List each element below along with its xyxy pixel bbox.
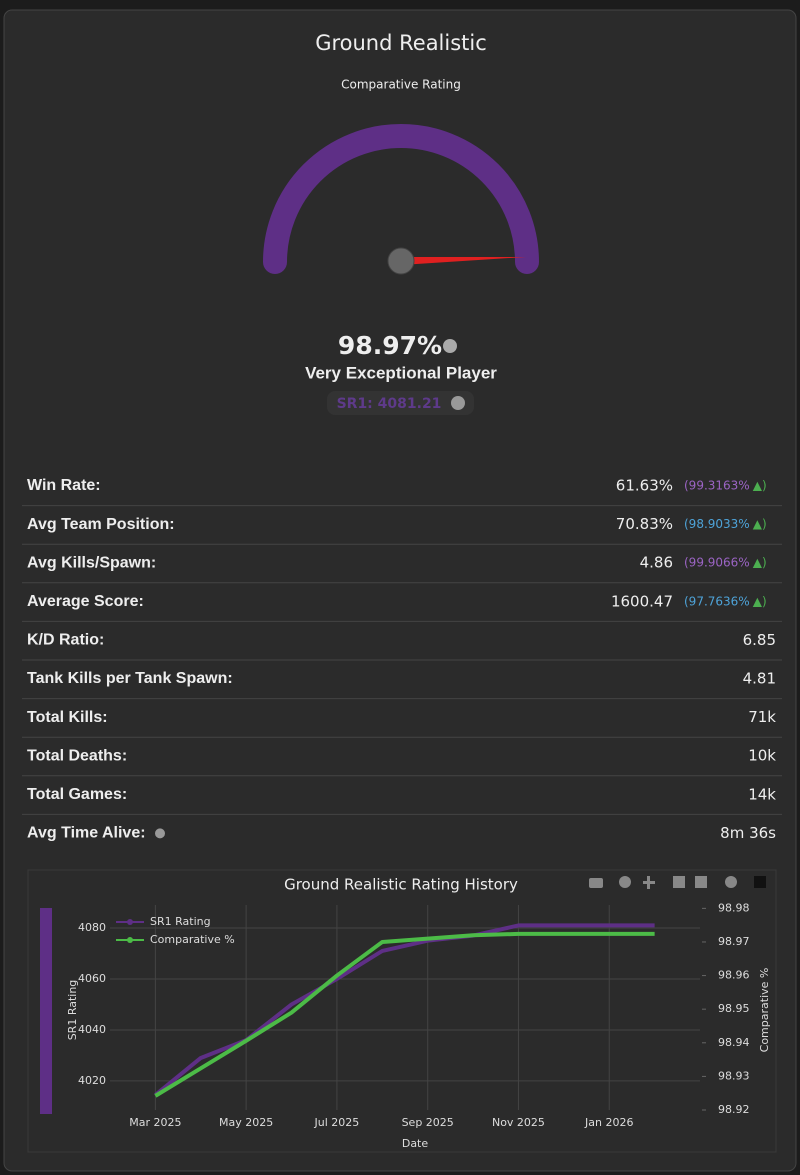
stat-value: 1600.47 <box>611 592 673 610</box>
gauge-arc <box>263 124 539 274</box>
x-tick-label: Jan 2026 <box>584 1116 633 1129</box>
y2-tick-label: 98.97 <box>718 935 750 948</box>
stat-value: 70.83% <box>616 515 673 533</box>
legend-marker <box>127 919 133 925</box>
stat-value: 8m 36s <box>720 824 776 842</box>
gauge-needle <box>400 256 526 265</box>
stat-label: Avg Team Position: <box>27 516 175 533</box>
stat-label: Average Score: <box>27 593 144 610</box>
stat-label: Tank Kills per Tank Spawn: <box>27 670 233 687</box>
series-line <box>154 931 655 1098</box>
stat-label: Total Games: <box>27 786 127 803</box>
stat-value: 14k <box>748 785 776 803</box>
y2-tick-label: 98.98 <box>718 901 750 914</box>
y-tick-label: 4060 <box>78 972 106 985</box>
stat-label: Avg Time Alive: <box>27 825 146 842</box>
stat-percentile: (99.3163% <box>684 479 750 493</box>
x-axis-title: Date <box>402 1137 429 1150</box>
stat-percentile: (97.7636% <box>684 594 750 608</box>
y2-tick-label: 98.96 <box>718 969 750 982</box>
chart-title: Ground Realistic Rating History <box>284 876 518 894</box>
title: Ground Realistic <box>315 31 487 55</box>
stat-trend: ▲) <box>753 556 767 570</box>
toolbar[interactable] <box>589 876 766 889</box>
legend-label: Comparative % <box>150 933 235 946</box>
y2-tick-label: 98.94 <box>718 1036 750 1049</box>
stat-label: Avg Kills/Spawn: <box>27 554 156 571</box>
sr1-pill <box>327 391 474 415</box>
y-tick-label: 4020 <box>78 1074 106 1087</box>
x-tick-label: Sep 2025 <box>402 1116 454 1129</box>
gauge-value: 98.97% <box>338 331 442 360</box>
y-tick-label: 4080 <box>78 921 106 934</box>
stat-label: K/D Ratio: <box>27 632 104 649</box>
x-tick-label: May 2025 <box>219 1116 273 1129</box>
legend-label: SR1 Rating <box>150 915 211 928</box>
info-icon <box>155 828 165 839</box>
stat-value: 4.86 <box>640 554 673 572</box>
side-bar <box>40 908 52 1114</box>
stat-value: 6.85 <box>743 631 776 649</box>
y2-axis-title: Comparative % <box>758 968 771 1053</box>
stat-label: Total Deaths: <box>27 747 127 764</box>
y2-tick-label: 98.95 <box>718 1002 750 1015</box>
y2-tick-label: 98.93 <box>718 1069 750 1082</box>
x-tick-label: Jul 2025 <box>314 1116 360 1129</box>
stat-trend: ▲) <box>753 479 767 493</box>
stat-trend: ▲) <box>753 517 767 531</box>
y-tick-label: 4040 <box>78 1023 106 1036</box>
stat-percentile: (99.9066% <box>684 556 750 570</box>
stat-label: Win Rate: <box>27 477 101 494</box>
stat-percentile: (98.9033% <box>684 517 750 531</box>
rank: Very Exceptional Player <box>305 363 497 382</box>
y-axis-title: SR1 Rating <box>66 980 79 1041</box>
stat-trend: ▲) <box>753 594 767 608</box>
stat-value: 71k <box>748 708 776 726</box>
gauge-knob <box>387 247 415 275</box>
stat-value: 10k <box>748 747 776 765</box>
sr1: SR1: 4081.21 <box>337 396 442 412</box>
x-tick-label: Nov 2025 <box>492 1116 545 1129</box>
y2-tick-label: 98.92 <box>718 1103 750 1116</box>
legend-marker <box>127 937 133 943</box>
stat-label: Total Kills: <box>27 709 108 726</box>
x-tick-label: Mar 2025 <box>129 1116 181 1129</box>
stat-value: 61.63% <box>616 477 673 495</box>
info-icon[interactable] <box>451 396 465 410</box>
stat-value: 4.81 <box>743 670 776 688</box>
gauge-label: Comparative Rating <box>341 78 461 92</box>
chart-panel <box>27 869 777 1153</box>
info-icon[interactable] <box>443 339 457 353</box>
